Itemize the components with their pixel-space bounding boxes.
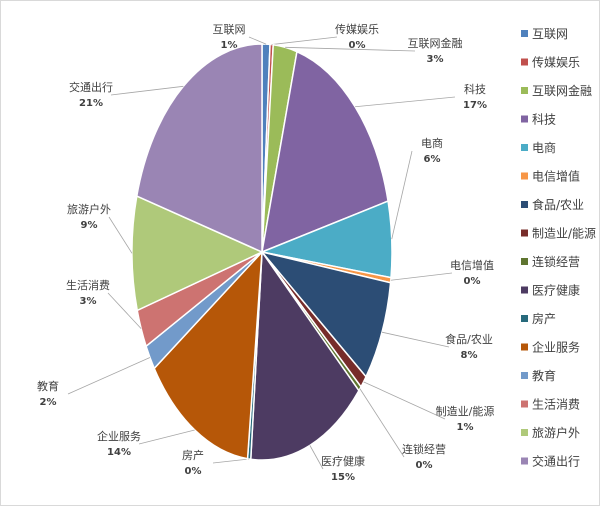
legend-swatch-4	[521, 144, 528, 151]
pie-slice-3	[261, 50, 389, 254]
legend-entry-3: 科技	[532, 113, 556, 127]
legend-swatch-1	[521, 58, 528, 66]
leader-line-5	[390, 272, 453, 281]
data-label-percent-8: 0%	[416, 460, 433, 471]
data-label-category-15: 交通出行	[69, 80, 113, 94]
leader-line-15	[110, 85, 184, 96]
data-label-category-5: 电信增值	[450, 258, 494, 272]
legend-swatch-0	[521, 30, 528, 37]
leader-line-13	[107, 292, 142, 329]
pie-slice-11	[153, 249, 263, 460]
data-label-category-4: 电商	[421, 136, 443, 150]
legend-swatch-15	[521, 457, 528, 465]
data-label-percent-10: 0%	[185, 466, 202, 477]
legend-swatch-11	[521, 343, 528, 351]
legend-entry-13: 生活消费	[532, 398, 580, 412]
leader-line-1	[271, 36, 338, 45]
leader-line-9	[309, 445, 324, 470]
leader-line-7	[363, 381, 446, 420]
leader-line-14	[108, 216, 133, 254]
legend-swatch-12	[521, 372, 528, 379]
data-label-category-0: 互联网	[213, 23, 246, 36]
legend-entry-5: 电信增值	[532, 169, 580, 184]
legend-entry-0: 互联网	[532, 27, 568, 41]
legend-swatch-7	[521, 229, 528, 237]
data-label-percent-1: 0%	[349, 40, 366, 51]
legend-entry-12: 教育	[532, 368, 556, 383]
data-label-category-8: 连锁经营	[402, 442, 446, 456]
data-label-category-9: 医疗健康	[321, 454, 365, 468]
legend-entry-4: 电商	[532, 140, 556, 155]
data-label-category-7: 制造业/能源	[436, 404, 495, 418]
legend-swatch-5	[521, 172, 528, 180]
data-label-percent-4: 6%	[424, 154, 441, 165]
legend-entry-1: 传媒娱乐	[532, 55, 580, 70]
legend-swatch-2	[521, 87, 528, 94]
legend-entry-2: 互联网金融	[532, 83, 592, 98]
data-label-category-3: 科技	[464, 82, 486, 96]
leader-line-11	[138, 429, 195, 445]
data-label-percent-5: 0%	[464, 276, 481, 287]
data-label-category-11: 企业服务	[97, 429, 141, 443]
pie-slice-6	[259, 250, 392, 379]
data-label-category-1: 传媒娱乐	[335, 22, 379, 36]
legend-swatch-13	[521, 400, 528, 408]
data-label-percent-6: 8%	[461, 350, 478, 361]
legend-entry-11: 企业服务	[532, 340, 580, 355]
data-label-category-14: 旅游户外	[67, 202, 111, 216]
data-label-category-2: 互联网金融	[408, 36, 463, 50]
leader-line-10	[212, 458, 250, 464]
legend-entry-14: 旅游户外	[532, 425, 580, 440]
legend-swatch-14	[521, 429, 528, 436]
legend-entry-8: 连锁经营	[532, 254, 580, 269]
data-label-percent-7: 1%	[457, 422, 474, 433]
data-label-category-6: 食品/农业	[445, 332, 493, 346]
data-label-percent-15: 21%	[79, 98, 103, 109]
legend-entry-7: 制造业/能源	[532, 227, 596, 241]
legend-swatch-3	[521, 115, 528, 123]
data-label-percent-12: 2%	[40, 397, 57, 408]
legend-swatch-6	[521, 201, 528, 208]
data-label-percent-3: 17%	[463, 100, 487, 111]
leader-line-4	[391, 150, 413, 240]
legend: 互联网传媒娱乐互联网金融科技电商电信增值食品/农业制造业/能源连锁经营医疗健康房…	[521, 27, 596, 469]
leader-line-3	[355, 96, 456, 108]
data-label-percent-0: 1%	[221, 40, 238, 51]
data-label-category-13: 生活消费	[66, 278, 110, 292]
leader-line-6	[381, 331, 450, 348]
legend-entry-15: 交通出行	[532, 454, 580, 469]
data-label-percent-14: 9%	[81, 220, 98, 231]
data-label-percent-11: 14%	[107, 447, 131, 458]
legend-swatch-9	[521, 286, 528, 294]
legend-swatch-8	[521, 258, 528, 265]
pie-slice-9	[249, 249, 360, 461]
data-label-percent-2: 3%	[427, 54, 444, 65]
data-label-category-12: 教育	[37, 379, 59, 393]
legend-entry-9: 医疗健康	[532, 283, 580, 298]
data-label-percent-13: 3%	[80, 296, 97, 307]
legend-swatch-10	[521, 315, 528, 322]
data-label-category-10: 房产	[182, 448, 204, 462]
leader-line-2	[285, 46, 416, 52]
data-label-percent-9: 15%	[331, 472, 355, 483]
leader-line-8	[359, 388, 405, 458]
legend-entry-6: 食品/农业	[532, 197, 584, 212]
leader-line-12	[67, 357, 151, 395]
pie-slice-15	[135, 43, 263, 254]
pie-slice-14	[131, 195, 264, 312]
leader-line-0	[248, 36, 267, 45]
legend-entry-10: 房产	[532, 311, 556, 326]
